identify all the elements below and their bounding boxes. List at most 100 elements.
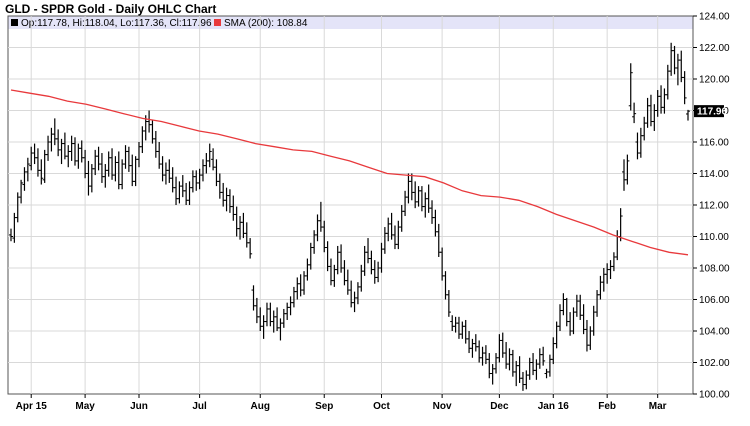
ohlc-bar [308, 242, 313, 270]
ohlc-bar [416, 186, 421, 207]
ohlc-bar [241, 212, 246, 239]
ohlc-bar [99, 153, 104, 183]
ohlc-bar [244, 222, 249, 248]
ohlc-bar [217, 173, 222, 199]
x-tick-label: Sep [315, 401, 333, 412]
ohlc-bar [298, 274, 303, 297]
ohlc-bar [345, 269, 350, 295]
ohlc-bar [487, 353, 492, 379]
ohlc-bar [504, 342, 509, 369]
ohlc-bar [477, 340, 482, 363]
y-tick-label: 124.00 [699, 12, 730, 23]
ohlc-bar [197, 168, 202, 190]
ohlc-bar [160, 156, 165, 182]
ohlc-bar [268, 302, 273, 327]
ohlc-legend-text: Op:117.78, Hi:118.04, Lo:117.36, Cl:117.… [21, 18, 212, 29]
ohlc-bar [46, 135, 51, 161]
ohlc-bar [467, 331, 472, 354]
ohlc-bar [285, 302, 290, 320]
ohlc-bar [305, 258, 310, 281]
ohlc-bar [598, 275, 603, 300]
ohlc-bar [568, 312, 573, 336]
ohlc-bar [507, 348, 512, 371]
ohlc-bar [39, 159, 44, 185]
ohlc-bar [59, 138, 64, 165]
ohlc-bar [96, 146, 101, 171]
ohlc-bar [446, 290, 451, 317]
ohlc-bar [500, 332, 505, 358]
ohlc-bar [86, 160, 91, 196]
ohlc-bar [665, 64, 670, 100]
chart-title: GLD - SPDR Gold - Daily OHLC Chart [5, 2, 216, 16]
ohlc-bar [632, 102, 637, 124]
ohlc-bar [103, 164, 108, 188]
ohlc-bar [187, 181, 192, 205]
ohlc-series [9, 42, 690, 391]
ohlc-bar [167, 159, 172, 183]
x-tick-label: Jun [130, 401, 148, 412]
ohlc-bar [56, 129, 61, 157]
ohlc-bar [52, 118, 57, 146]
ohlc-bar [403, 190, 408, 217]
sma-legend-swatch [214, 19, 221, 26]
ohlc-bar [608, 260, 613, 280]
ohlc-bar [231, 195, 236, 221]
ohlc-bar [49, 127, 54, 152]
ohlc-bar [62, 132, 67, 160]
ohlc-bar [574, 294, 579, 317]
ohlc-bar [79, 140, 84, 163]
ohlc-bar [686, 109, 690, 121]
ohlc-bar [19, 179, 24, 204]
ohlc-bar [261, 315, 266, 339]
ohlc-bar [450, 315, 455, 331]
ohlc-bar [76, 143, 81, 169]
ohlc-bar [227, 189, 232, 213]
ohlc-bar [386, 217, 391, 242]
ohlc-bar [369, 250, 374, 275]
ohlc-bar [382, 227, 387, 254]
ohlc-bar [605, 263, 610, 284]
x-tick-label: Feb [598, 401, 616, 412]
ohlc-bar [248, 238, 253, 259]
ohlc-bar [389, 212, 394, 240]
ohlc-bar [453, 316, 458, 333]
ohlc-bar [224, 187, 229, 212]
ohlc-bar [22, 167, 27, 191]
ohlc-bar [662, 88, 667, 114]
ohlc-bar [69, 135, 74, 161]
ohlc-bar [25, 157, 30, 182]
ohlc-bar [126, 146, 131, 172]
ohlc-bar [366, 238, 371, 264]
y-tick-label: 102.00 [699, 358, 730, 369]
last-price-label: 117.96 [697, 107, 727, 118]
y-tick-label: 120.00 [699, 75, 730, 86]
y-tick-label: 108.00 [699, 264, 730, 275]
x-tick-label: Dec [490, 401, 509, 412]
ohlc-bar [140, 126, 145, 154]
ohlc-bar [9, 228, 13, 242]
ohlc-bar [278, 318, 283, 341]
y-tick-label: 114.00 [699, 169, 729, 180]
ohlc-bar [177, 181, 182, 204]
y-tick-label: 122.00 [699, 43, 730, 54]
sma-legend-text: SMA (200): 108.84 [224, 18, 308, 29]
ohlc-bar [136, 142, 141, 168]
ohlc-bar [615, 230, 620, 261]
ohlc-bar [29, 146, 34, 171]
ohlc-bar [207, 143, 212, 168]
ohlc-bar [672, 45, 677, 75]
ohlc-bar [659, 85, 664, 114]
ohlc-bar [170, 167, 175, 193]
ohlc-bar [578, 294, 583, 320]
ohlc-bar [362, 245, 367, 276]
ohlc-bar [328, 258, 333, 286]
ohlc-bar [133, 156, 138, 187]
ohlc-bar [524, 370, 529, 390]
ohlc-bar [295, 277, 300, 300]
ohlc-bar [113, 156, 118, 182]
ohlc-bar [551, 337, 556, 365]
ohlc-bar [463, 319, 468, 344]
ohlc-bar [520, 371, 525, 391]
ohlc-bar [150, 119, 155, 144]
